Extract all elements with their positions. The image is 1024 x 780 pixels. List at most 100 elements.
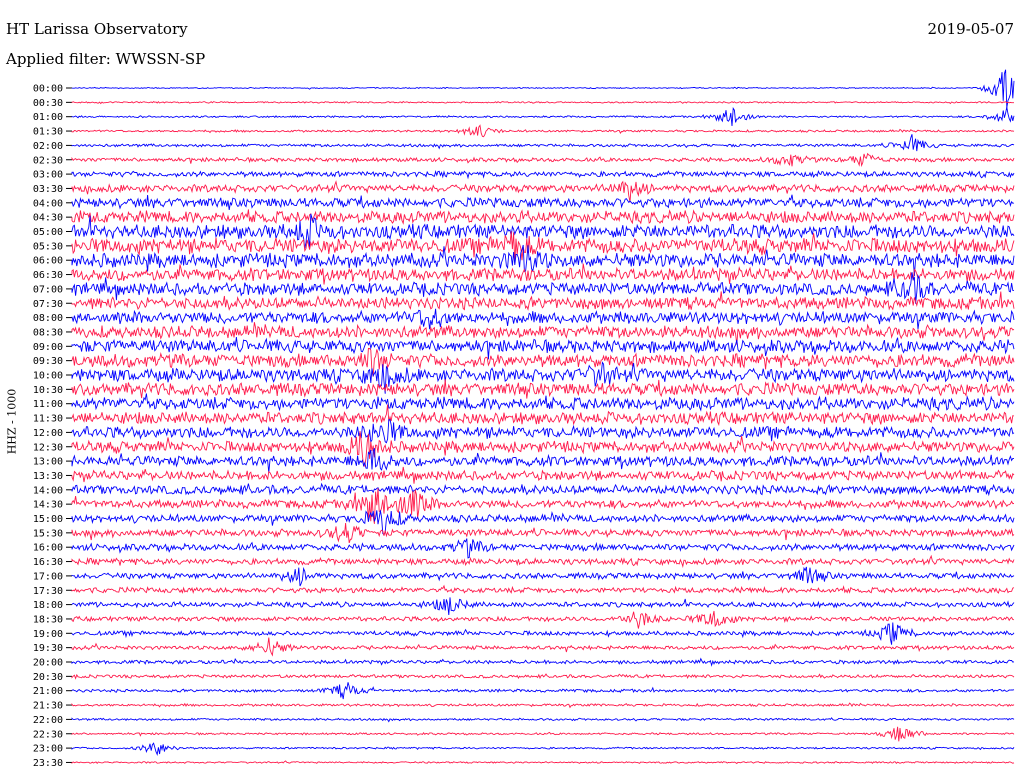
row-tick-0430: 04:30 bbox=[33, 213, 63, 224]
trace-0930 bbox=[71, 347, 1015, 377]
row-tick-0100: 01:00 bbox=[33, 112, 63, 123]
row-tick-1530: 15:30 bbox=[33, 528, 63, 539]
trace-2300 bbox=[71, 742, 1015, 756]
trace-1800 bbox=[71, 597, 1015, 616]
trace-0330 bbox=[71, 180, 1015, 203]
trace-1000 bbox=[71, 361, 1015, 394]
trace-1700 bbox=[71, 566, 1015, 587]
row-tick-1730: 17:30 bbox=[33, 586, 63, 597]
trace-0400 bbox=[71, 194, 1015, 210]
row-tick-2330: 23:30 bbox=[33, 758, 63, 769]
date-label: 2019-05-07 bbox=[927, 20, 1014, 38]
trace-1730 bbox=[71, 584, 1015, 595]
trace-1530 bbox=[71, 522, 1015, 544]
station-title: HT Larissa Observatory bbox=[6, 20, 188, 38]
trace-0430 bbox=[71, 209, 1015, 225]
row-tick-0700: 07:00 bbox=[33, 284, 63, 295]
row-tick-0200: 02:00 bbox=[33, 141, 63, 152]
trace-1900 bbox=[71, 622, 1015, 645]
trace-0530 bbox=[71, 231, 1015, 264]
trace-1830 bbox=[71, 610, 1015, 629]
row-tick-0530: 05:30 bbox=[33, 241, 63, 252]
trace-0200 bbox=[71, 134, 1015, 152]
row-tick-1200: 12:00 bbox=[33, 428, 63, 439]
row-tick-0330: 03:30 bbox=[33, 184, 63, 195]
row-tick-0800: 08:00 bbox=[33, 313, 63, 324]
trace-0230 bbox=[71, 152, 1015, 168]
row-tick-0500: 05:00 bbox=[33, 227, 63, 238]
row-tick-2200: 22:00 bbox=[33, 715, 63, 726]
trace-1500 bbox=[71, 510, 1015, 536]
filter-label: Applied filter: WWSSN-SP bbox=[6, 50, 206, 68]
trace-1300 bbox=[71, 448, 1015, 473]
trace-2230 bbox=[71, 726, 1015, 742]
row-tick-1830: 18:30 bbox=[33, 614, 63, 625]
trace-0900 bbox=[71, 336, 1015, 360]
row-tick-0000: 00:00 bbox=[33, 84, 63, 95]
trace-1930 bbox=[71, 637, 1015, 657]
row-tick-0600: 06:00 bbox=[33, 256, 63, 267]
row-tick-1100: 11:00 bbox=[33, 399, 63, 410]
row-tick-0900: 09:00 bbox=[33, 342, 63, 353]
row-tick-1330: 13:30 bbox=[33, 471, 63, 482]
trace-0500 bbox=[71, 213, 1015, 249]
trace-0630 bbox=[71, 263, 1015, 285]
trace-0600 bbox=[71, 244, 1015, 277]
trace-1630 bbox=[71, 554, 1015, 568]
row-tick-1130: 11:30 bbox=[33, 414, 63, 425]
row-tick-0400: 04:00 bbox=[33, 198, 63, 209]
row-tick-0130: 01:30 bbox=[33, 127, 63, 138]
row-tick-0830: 08:30 bbox=[33, 327, 63, 338]
row-tick-2230: 22:30 bbox=[33, 729, 63, 740]
trace-2000 bbox=[71, 657, 1015, 667]
row-tick-0930: 09:30 bbox=[33, 356, 63, 367]
trace-1400 bbox=[71, 482, 1015, 497]
row-tick-1300: 13:00 bbox=[33, 457, 63, 468]
trace-1100 bbox=[71, 393, 1015, 412]
trace-0730 bbox=[71, 291, 1015, 311]
seismic-traces bbox=[71, 69, 1015, 765]
row-tick-1800: 18:00 bbox=[33, 600, 63, 611]
trace-1200 bbox=[71, 419, 1015, 444]
trace-2030 bbox=[71, 673, 1015, 680]
row-tick-0630: 06:30 bbox=[33, 270, 63, 281]
trace-0800 bbox=[71, 308, 1015, 330]
row-tick-2000: 20:00 bbox=[33, 658, 63, 669]
row-tick-1230: 12:30 bbox=[33, 442, 63, 453]
row-tick-1630: 16:30 bbox=[33, 557, 63, 568]
trace-0030 bbox=[71, 100, 1014, 105]
trace-0130 bbox=[71, 124, 1015, 138]
trace-0100 bbox=[71, 107, 1015, 127]
row-tick-1700: 17:00 bbox=[33, 571, 63, 582]
row-tick-2300: 23:00 bbox=[33, 744, 63, 755]
trace-1430 bbox=[71, 488, 1015, 524]
trace-0300 bbox=[71, 169, 1015, 180]
row-tick-0730: 07:30 bbox=[33, 299, 63, 310]
trace-1600 bbox=[71, 538, 1015, 559]
row-tick-1930: 19:30 bbox=[33, 643, 63, 654]
row-tick-0230: 02:30 bbox=[33, 155, 63, 166]
row-tick-2130: 21:30 bbox=[33, 701, 63, 712]
row-tick-1500: 15:00 bbox=[33, 514, 63, 525]
row-tick-1600: 16:00 bbox=[33, 543, 63, 554]
row-tick-0300: 03:00 bbox=[33, 170, 63, 181]
trace-2100 bbox=[71, 682, 1015, 700]
trace-1030 bbox=[71, 379, 1015, 399]
row-tick-1400: 14:00 bbox=[33, 485, 63, 496]
trace-1230 bbox=[71, 430, 1015, 467]
row-tick-1030: 10:30 bbox=[33, 385, 63, 396]
trace-0000 bbox=[71, 69, 1015, 108]
row-tick-1000: 10:00 bbox=[33, 371, 63, 382]
trace-1330 bbox=[71, 466, 1015, 484]
trace-2130 bbox=[71, 702, 1015, 709]
row-tick-0030: 00:30 bbox=[33, 98, 63, 109]
trace-2200 bbox=[71, 717, 1015, 723]
row-tick-2100: 21:00 bbox=[33, 686, 63, 697]
trace-0830 bbox=[71, 322, 1015, 345]
row-tick-labels: 00:00 00:30 01:00 01:30 02:00 02:30 03:00 03:30… bbox=[33, 84, 72, 769]
row-tick-1900: 19:00 bbox=[33, 629, 63, 640]
row-tick-2030: 20:30 bbox=[33, 672, 63, 683]
trace-2330 bbox=[71, 760, 1015, 765]
row-tick-1430: 14:30 bbox=[33, 500, 63, 511]
